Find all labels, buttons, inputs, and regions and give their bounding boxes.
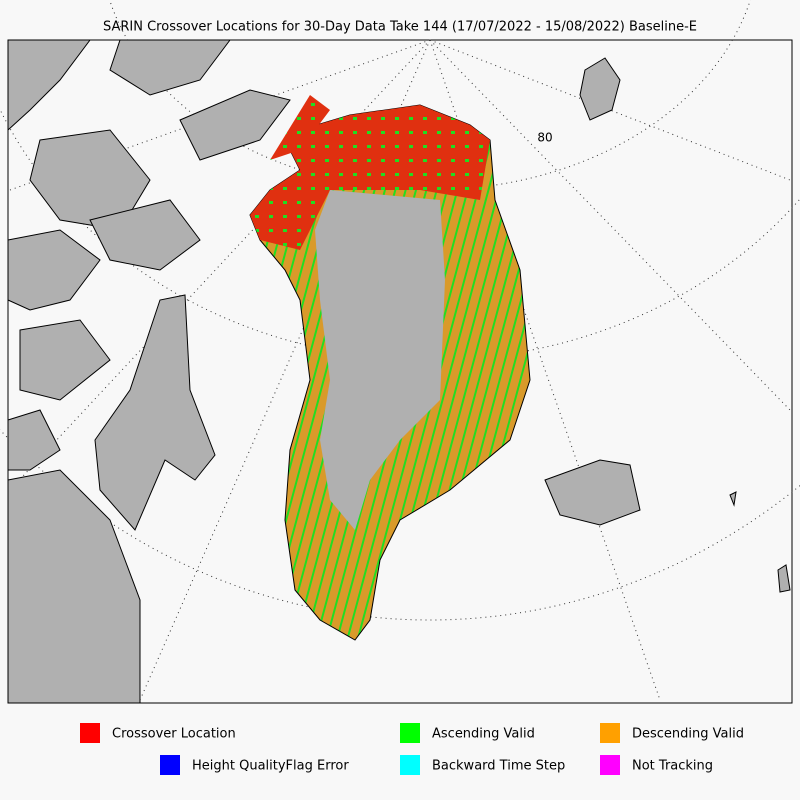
legend-swatch bbox=[600, 723, 620, 743]
legend-swatch bbox=[160, 755, 180, 775]
legend-swatch bbox=[400, 723, 420, 743]
land bbox=[7, 39, 791, 704]
legend-swatch bbox=[600, 755, 620, 775]
legend-label: Descending Valid bbox=[632, 727, 744, 742]
legend-swatch bbox=[400, 755, 420, 775]
legend: Crossover Location Ascending Valid Descend… bbox=[80, 723, 744, 775]
legend-label: Backward Time Step bbox=[432, 759, 565, 774]
graticule-label: 80 bbox=[537, 131, 552, 145]
legend-swatch bbox=[80, 723, 100, 743]
legend-label: Crossover Location bbox=[112, 727, 236, 742]
title: SARIN Crossover Locations for 30-Day Dat… bbox=[103, 20, 697, 35]
legend-label: Height QualityFlag Error bbox=[192, 759, 349, 774]
legend-label: Ascending Valid bbox=[432, 727, 535, 742]
legend-label: Not Tracking bbox=[632, 759, 713, 774]
map: 80 bbox=[0, 0, 800, 704]
